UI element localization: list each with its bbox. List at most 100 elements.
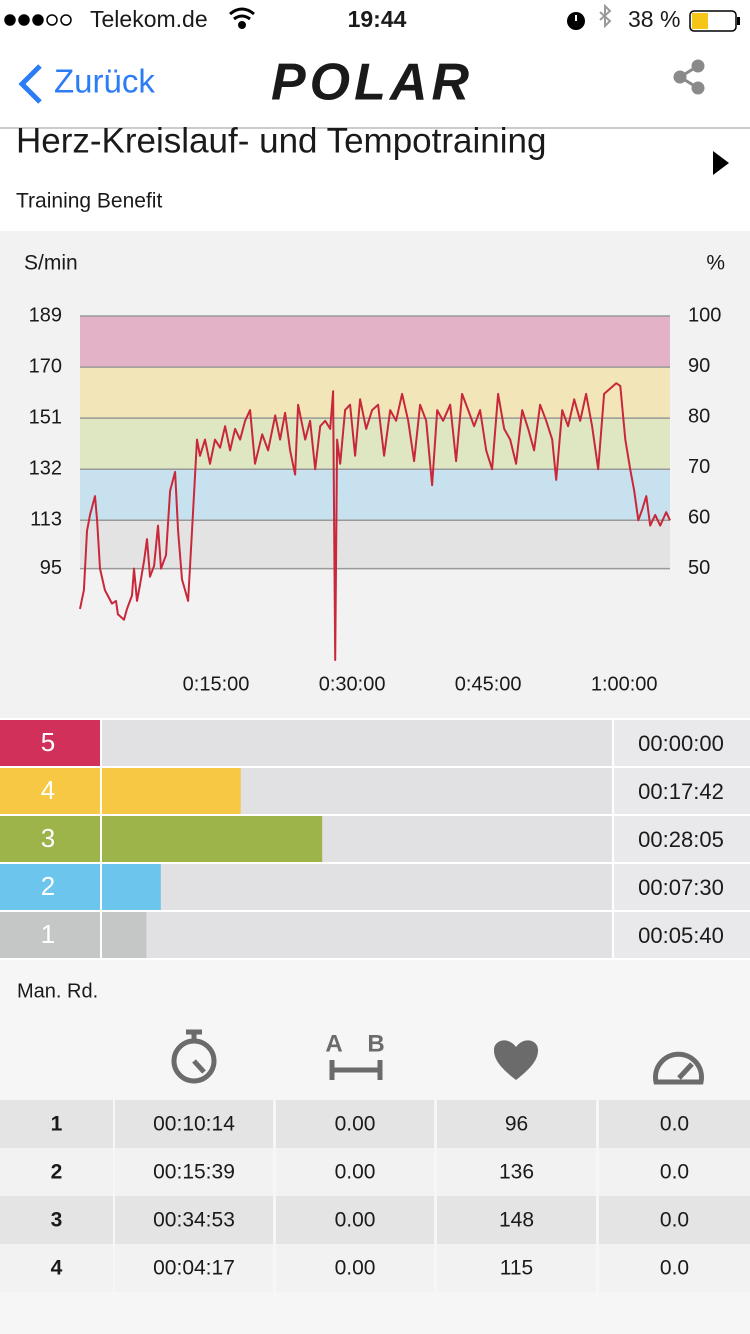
table-cell — [0, 1100, 113, 1148]
table-cell — [437, 1196, 596, 1244]
x-tick-label: 1:00:00 — [591, 673, 658, 695]
distance-a: A — [325, 1030, 342, 1057]
table-cell — [599, 1100, 750, 1148]
table-value: 0.0 — [660, 1161, 689, 1184]
distance-b: B — [367, 1030, 384, 1057]
table-value: 0.0 — [660, 1209, 689, 1232]
zone-bar — [102, 816, 323, 862]
bluetooth-icon — [599, 3, 612, 29]
y2-tick-label: 60 — [688, 507, 710, 529]
distance-icon: A B — [325, 1030, 385, 1080]
battery-tip — [737, 17, 740, 25]
table-value: 00:15:39 — [153, 1161, 235, 1184]
zone-band — [80, 418, 670, 470]
table-cell — [0, 1148, 113, 1196]
table-cell — [437, 1244, 596, 1292]
alarm-icon — [567, 12, 585, 30]
table-value: 0.0 — [660, 1113, 689, 1136]
y2-tick-label: 70 — [688, 456, 710, 478]
table-cell — [599, 1244, 750, 1292]
x-tick-label: 0:45:00 — [455, 673, 522, 695]
zone-time: 00:28:05 — [638, 827, 724, 852]
table-cell — [437, 1100, 596, 1148]
y-tick-label: 113 — [30, 509, 62, 531]
x-tick-label: 0:30:00 — [319, 673, 386, 695]
zone-band — [80, 316, 670, 368]
table-cell — [115, 1196, 273, 1244]
zone-time-box — [614, 720, 750, 766]
table-cell — [599, 1196, 750, 1244]
zone-track — [102, 864, 612, 910]
zone-number: 1 — [41, 919, 55, 949]
lap-number: 4 — [51, 1257, 63, 1280]
heart-icon — [494, 1040, 538, 1080]
laps-title: Man. Rd. — [17, 980, 98, 1002]
zone-bar — [102, 768, 241, 814]
y-tick-label: 95 — [40, 557, 62, 579]
table-value: 00:10:14 — [153, 1113, 235, 1136]
play-button[interactable] — [713, 151, 729, 175]
y2-tick-label: 100 — [688, 304, 721, 326]
title: Herz-Kreislauf- und Tempotraining — [16, 121, 546, 160]
speed-icon — [653, 1051, 704, 1085]
zone-bar — [102, 864, 161, 910]
wifi-icon — [229, 7, 255, 29]
table-value: 115 — [500, 1257, 533, 1280]
table-cell — [0, 1196, 113, 1244]
zone-number: 4 — [41, 775, 55, 805]
table-cell — [0, 1244, 113, 1292]
zone-number: 3 — [41, 823, 55, 853]
table-cell — [115, 1244, 273, 1292]
lap-number: 2 — [51, 1161, 63, 1184]
zone-box — [0, 816, 100, 862]
table-cell — [276, 1244, 434, 1292]
zone-time-box — [614, 912, 750, 958]
signal — [4, 14, 72, 26]
subtitle: Training Benefit — [16, 190, 162, 213]
battery-label: 38 % — [628, 6, 680, 32]
zone-time: 00:07:30 — [638, 875, 724, 900]
back-chevron[interactable] — [18, 64, 42, 104]
battery-level — [692, 13, 708, 29]
logo: POLAR — [271, 54, 473, 112]
lap-number: 3 — [51, 1209, 63, 1232]
table-value: 0.00 — [335, 1113, 376, 1136]
x-tick-label: 0:15:00 — [183, 673, 250, 695]
y-tick-label: 189 — [29, 304, 62, 326]
zone-number: 5 — [41, 727, 55, 757]
zone-time-box — [614, 816, 750, 862]
y-tick-label: 170 — [29, 355, 62, 377]
table-value: 96 — [505, 1113, 528, 1136]
zone-box — [0, 864, 100, 910]
clock: 19:44 — [348, 6, 407, 32]
table-value: 00:04:17 — [153, 1257, 235, 1280]
table-cell — [115, 1148, 273, 1196]
zone-box — [0, 912, 100, 958]
y-tick-label: 132 — [29, 457, 62, 479]
stopwatch-icon — [171, 1029, 217, 1084]
zone-time-box — [614, 864, 750, 910]
y2-axis-label: % — [706, 252, 725, 275]
zone-time-box — [614, 768, 750, 814]
table-value: 0.00 — [335, 1161, 376, 1184]
zone-track — [102, 720, 612, 766]
table-cell — [276, 1100, 434, 1148]
y-axis-label: S/min — [24, 252, 78, 275]
y2-tick-label: 50 — [688, 557, 710, 579]
back-button[interactable]: Zurück — [54, 63, 155, 100]
y2-tick-label: 80 — [688, 405, 710, 427]
table-cell — [276, 1148, 434, 1196]
y-tick-label: 151 — [29, 406, 62, 428]
table-value: 0.0 — [660, 1257, 689, 1280]
zone-time: 00:05:40 — [638, 923, 724, 948]
table-cell — [276, 1196, 434, 1244]
share-button[interactable] — [673, 59, 705, 95]
zone-box — [0, 720, 100, 766]
zone-bar — [102, 912, 147, 958]
lap-number: 1 — [51, 1113, 63, 1136]
table-value: 0.00 — [335, 1209, 376, 1232]
zone-track — [102, 912, 612, 958]
zone-number: 2 — [41, 871, 55, 901]
heart-rate-line — [79, 382, 671, 661]
